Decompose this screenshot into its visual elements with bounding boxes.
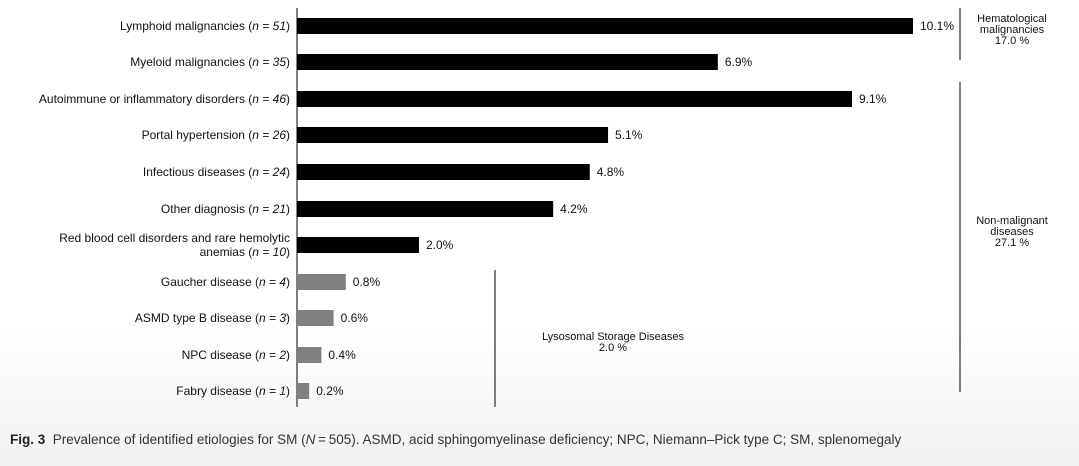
value-label: 5.1% xyxy=(615,128,643,142)
value-label: 0.2% xyxy=(316,384,344,398)
category-label: Infectious diseases (n = 24) xyxy=(143,165,290,179)
bar xyxy=(297,164,590,180)
category-label: Fabry disease (n = 1) xyxy=(176,384,290,398)
bar xyxy=(297,91,853,107)
figure-caption: Fig. 3 Prevalence of identified etiologi… xyxy=(10,432,1070,447)
caption-text-before: Prevalence of identified etiologies for … xyxy=(52,432,306,447)
category-label: Lymphoid malignancies (n = 51) xyxy=(120,19,290,33)
category-label: Myeloid malignancies (n = 35) xyxy=(130,55,290,69)
category-label: ASMD type B disease (n = 3) xyxy=(135,311,290,325)
value-label: 4.2% xyxy=(560,202,588,216)
value-label: 9.1% xyxy=(859,92,887,106)
value-label: 10.1% xyxy=(920,19,954,33)
bar xyxy=(297,201,554,217)
category-label: NPC disease (n = 2) xyxy=(182,348,290,362)
value-label: 0.8% xyxy=(353,275,381,289)
bar xyxy=(297,383,310,399)
bar xyxy=(297,18,913,34)
bar xyxy=(297,347,322,363)
category-label: Portal hypertension (n = 26) xyxy=(142,128,290,142)
bar xyxy=(297,237,419,253)
value-label: 0.6% xyxy=(341,311,369,325)
group-label-hematological: Hematological malignancies 17.0 % xyxy=(977,13,1047,47)
bar xyxy=(297,127,609,143)
value-label: 2.0% xyxy=(426,238,454,252)
group-label-non-malignant: Non-malignant diseases 27.1 % xyxy=(976,215,1048,249)
etiology-bar-chart: 10.1% Lymphoid malignancies (n = 51) 6.9% M… xyxy=(39,8,1048,407)
caption-fig-number: Fig. 3 xyxy=(10,432,46,447)
value-label: 4.8% xyxy=(597,165,625,179)
value-label: 6.9% xyxy=(725,55,753,69)
category-label: Other diagnosis (n = 21) xyxy=(161,202,290,216)
caption-text-after: = 505). ASMD, acid sphingomyelinase defi… xyxy=(315,432,902,447)
group-label-lysosomal: Lysosomal Storage Diseases 2.0 % xyxy=(542,331,685,354)
value-label: 0.4% xyxy=(328,348,356,362)
category-label: Autoimmune or inflammatory disorders (n … xyxy=(39,92,290,106)
bar xyxy=(297,274,346,290)
bar xyxy=(297,54,718,70)
bar xyxy=(297,310,334,326)
category-label: Red blood cell disorders and rare hemoly… xyxy=(59,231,290,259)
category-label: Gaucher disease (n = 4) xyxy=(161,275,290,289)
caption-n-label: N xyxy=(305,432,316,447)
